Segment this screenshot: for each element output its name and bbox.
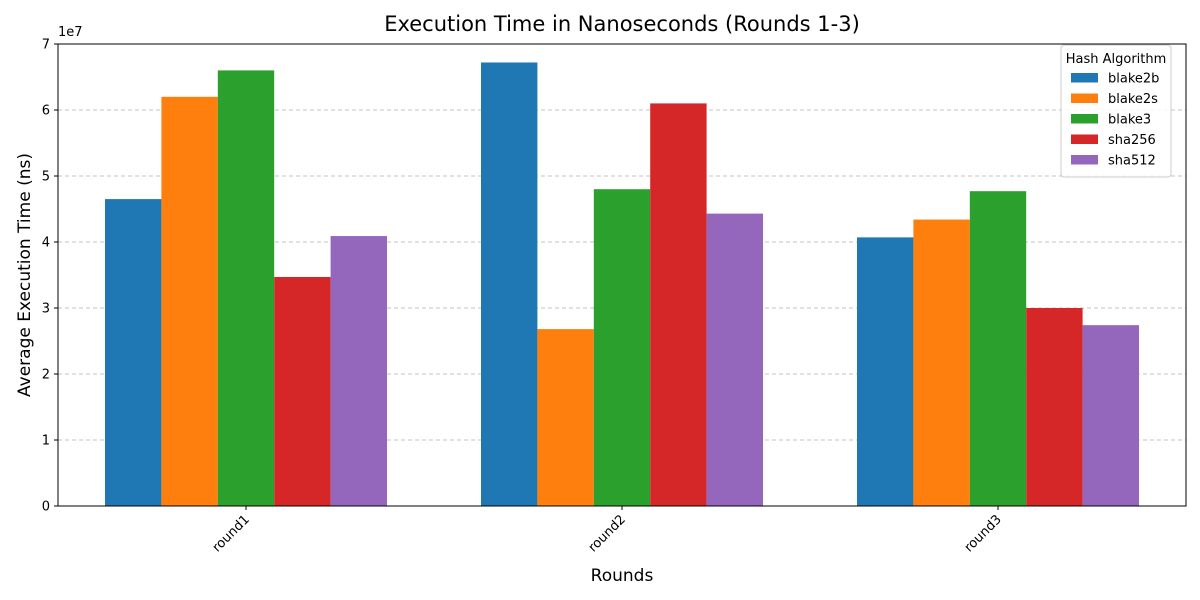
- bars: [105, 62, 1139, 507]
- y-tick-label: 4: [42, 236, 50, 251]
- legend-swatch-blake2b: [1071, 73, 1098, 83]
- bar-blake3-round3: [969, 191, 1027, 506]
- x-axis: round1 round2 round3: [210, 506, 1005, 555]
- legend-swatch-blake3: [1071, 114, 1098, 124]
- bar-blake2s-round1: [161, 96, 218, 507]
- bar-blake2b-round3: [857, 237, 914, 506]
- y-axis-label: Average Execution Time (ns): [15, 153, 35, 397]
- x-axis-label: Rounds: [591, 566, 654, 586]
- bar-sha512-round3: [1082, 325, 1139, 506]
- legend-title: Hash Algorithm: [1066, 52, 1167, 67]
- bar-sha256-round3: [1026, 308, 1083, 506]
- bar-blake3-round1: [217, 70, 275, 507]
- x-tick-label: round3: [962, 512, 1005, 555]
- bar-sha256-round2: [650, 103, 707, 507]
- y-axis: 0 1 2 3 4 5 6 7: [42, 38, 58, 515]
- bar-sha512-round1: [330, 236, 387, 506]
- bar-blake2s-round2: [537, 329, 594, 506]
- bar-blake2b-round1: [105, 199, 162, 506]
- y-tick-label: 6: [42, 104, 50, 119]
- y-tick-label: 2: [42, 368, 50, 383]
- legend-swatch-sha256: [1071, 134, 1098, 144]
- bar-sha256-round1: [274, 276, 331, 506]
- legend-label-blake2s: blake2s: [1108, 92, 1158, 107]
- y-tick-label: 7: [42, 38, 50, 53]
- legend: Hash Algorithm blake2b blake2s blake3 sha25…: [1060, 44, 1172, 178]
- legend-label-blake3: blake3: [1108, 113, 1151, 128]
- y-tick-label: 5: [42, 170, 50, 185]
- y-tick-label: 3: [42, 302, 50, 317]
- legend-label-sha256: sha256: [1108, 133, 1156, 148]
- y-tick-label: 0: [42, 500, 50, 515]
- legend-swatch-sha512: [1071, 155, 1098, 165]
- legend-label-blake2b: blake2b: [1108, 72, 1159, 87]
- x-tick-label: round2: [586, 512, 629, 555]
- y-axis-offset-label: 1e7: [58, 25, 83, 40]
- chart-title: Execution Time in Nanoseconds (Rounds 1-…: [384, 12, 860, 36]
- y-tick-label: 1: [42, 434, 50, 449]
- legend-swatch-blake2s: [1071, 93, 1098, 103]
- bar-blake2b-round2: [481, 62, 538, 506]
- x-tick-label: round1: [210, 512, 253, 555]
- bar-sha512-round2: [706, 213, 763, 506]
- bar-blake3-round2: [593, 189, 651, 506]
- bar-blake2s-round3: [913, 219, 970, 506]
- legend-label-sha512: sha512: [1108, 154, 1156, 169]
